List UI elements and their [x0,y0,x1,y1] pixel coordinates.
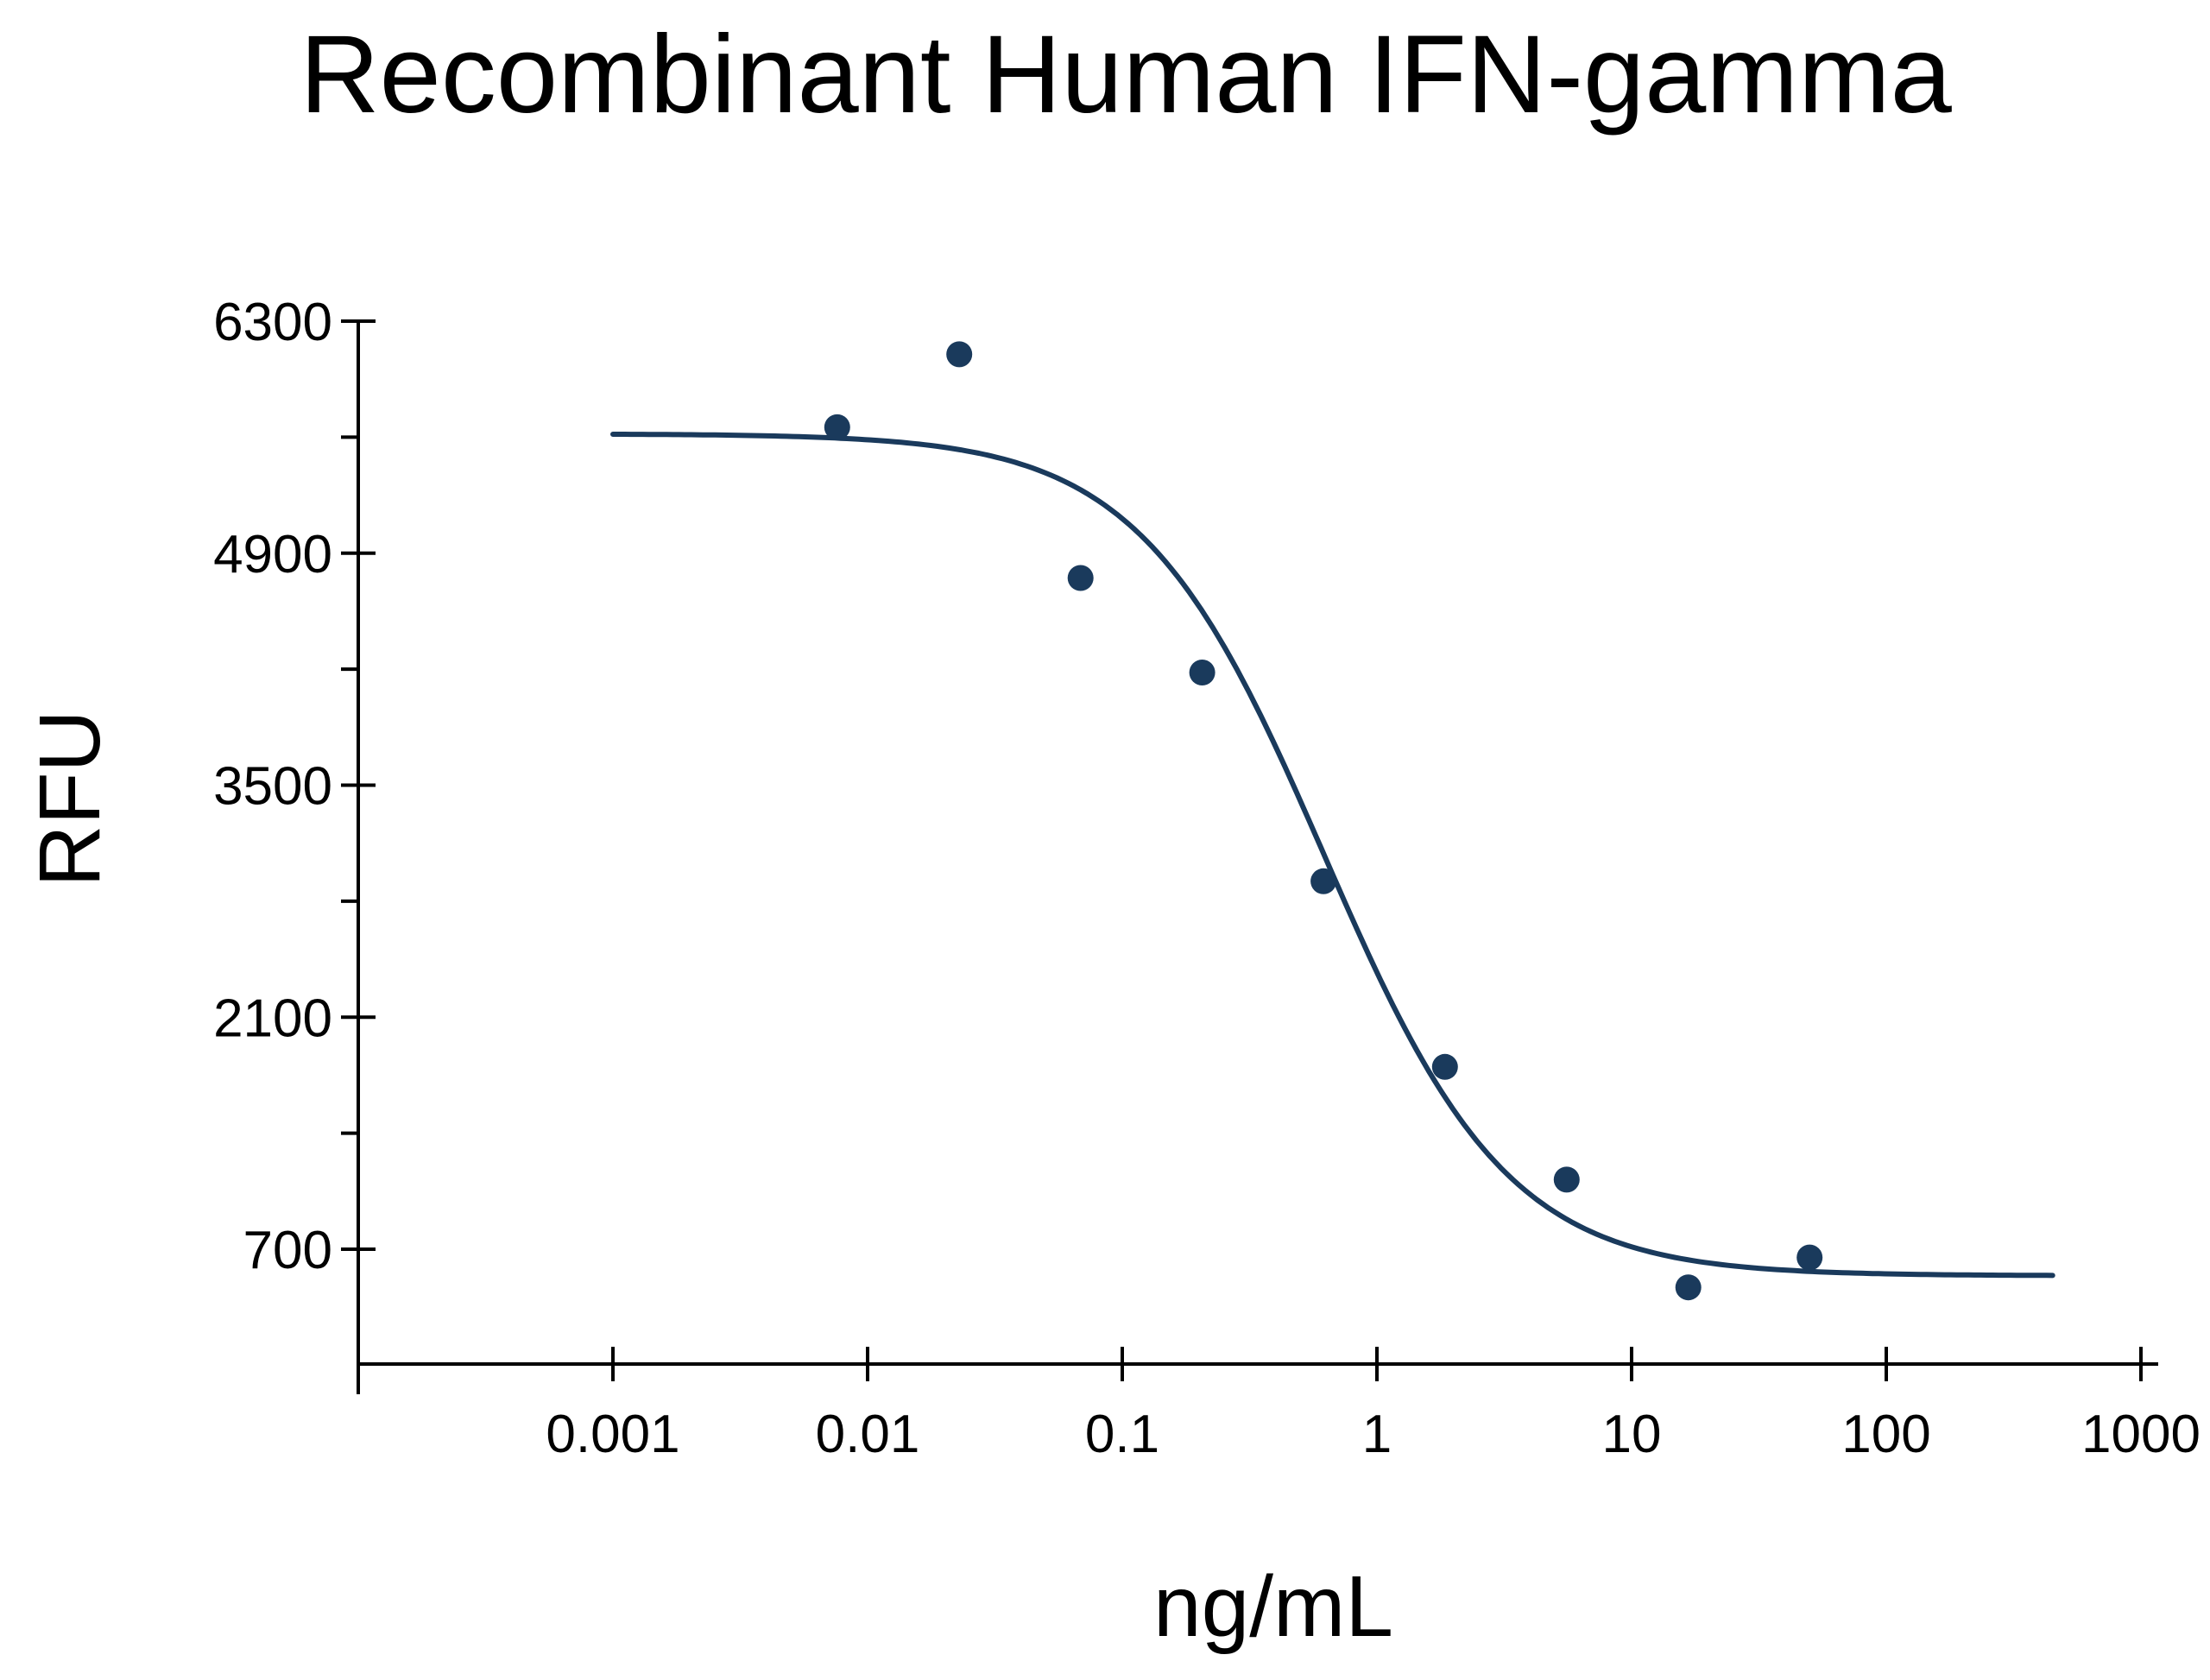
chart-title: Recombinant Human IFN-gamma [300,13,1952,136]
data-point [1796,1244,1823,1271]
y-tick-label: 6300 [213,293,332,352]
fit-curve-layer [610,432,2055,1279]
data-points-layer [824,341,1823,1301]
data-point [946,341,973,368]
data-point [1431,1053,1458,1080]
data-point [1553,1166,1580,1193]
x-tick-label: 0.01 [816,1405,920,1464]
x-tick-label: 100 [1841,1405,1930,1464]
y-axis-ticks: 700 2100 3500 4900 6300 [213,293,376,1280]
y-tick-label: 4900 [213,525,332,584]
x-tick-label: 0.001 [546,1405,679,1464]
data-point [1067,565,1094,591]
y-tick-label: 3500 [213,757,332,817]
data-point [824,414,850,440]
data-point [1189,660,1216,685]
fit-curve [610,432,2055,1279]
y-tick-label: 700 [243,1221,332,1280]
data-point [1310,868,1337,894]
y-axis-label: RFU [22,710,118,887]
x-tick-label: 0.1 [1085,1405,1159,1464]
y-tick-label: 2100 [213,988,332,1048]
x-tick-label: 10 [1602,1405,1662,1464]
x-axis-ticks: 0.001 0.01 0.1 1 10 100 1000 [546,1347,2201,1464]
x-tick-label: 1000 [2081,1405,2201,1464]
x-tick-label: 1 [1362,1405,1392,1464]
x-axis-label: ng/mL [1153,1558,1393,1655]
data-point [1675,1274,1702,1301]
